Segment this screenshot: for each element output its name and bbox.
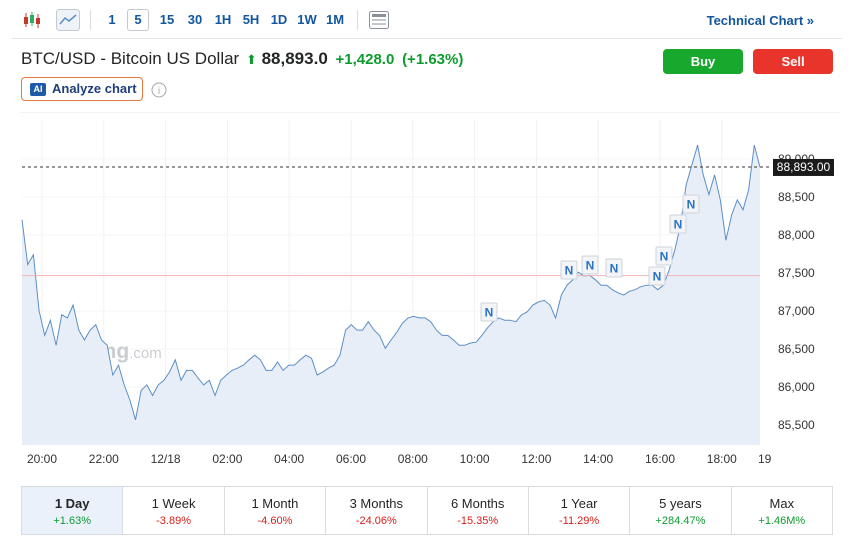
- interval-button[interactable]: 1M: [325, 12, 345, 27]
- news-marker: [682, 194, 700, 214]
- watermark-suffix: .com: [129, 345, 162, 362]
- interval-button[interactable]: 1D: [270, 12, 288, 27]
- interval-button[interactable]: 5: [127, 9, 149, 31]
- period-cell[interactable]: 1 Week -3.89%: [122, 487, 223, 534]
- period-label: 1 Month: [251, 496, 299, 511]
- period-cell[interactable]: 5 years +284.47%: [629, 487, 730, 534]
- divider: [357, 10, 358, 30]
- period-cell[interactable]: 1 Year -11.29%: [527, 487, 629, 534]
- ai-badge: AI: [30, 83, 46, 96]
- y-tick-label: 88,500: [778, 190, 815, 204]
- period-table: 1 Day +1.63% 1 Week -3.89% 1 Month -4.60% 3 Mo…: [21, 486, 833, 535]
- area-fill: [22, 145, 760, 445]
- technical-chart-link[interactable]: Technical Chart »: [706, 13, 814, 28]
- up-arrow: ⬆: [245, 52, 257, 67]
- x-tick-label: 18:00: [707, 452, 737, 466]
- period-change: -4.60%: [257, 515, 293, 527]
- y-tick-label: 86,500: [778, 342, 815, 356]
- period-change: -24.06%: [355, 515, 397, 527]
- info-icon[interactable]: i: [151, 82, 167, 98]
- period-label: Max: [769, 496, 795, 511]
- instrument-header: BTC/USD - Bitcoin US Dollar ⬆ 88,893.0 +…: [21, 49, 463, 69]
- y-tick-label: 88,000: [778, 228, 815, 242]
- news-marker-label: N: [687, 198, 696, 212]
- x-tick-label: 12/18: [151, 452, 181, 466]
- interval-button[interactable]: 1H: [214, 12, 232, 27]
- period-change: +1.46M%: [758, 515, 806, 527]
- news-marker-label: N: [610, 262, 619, 276]
- x-tick-label: 22:00: [89, 452, 119, 466]
- change: +1,428.0: [335, 51, 395, 68]
- period-label: 1 Day: [54, 496, 90, 511]
- current-price-label: 88,893.00: [777, 160, 831, 174]
- news-marker: [581, 255, 599, 275]
- price-chart: 20:00 22:00 12/18 02:00 04:00 06:00 08:00 10:00…: [20, 112, 840, 466]
- toolbar: 1 5 15 30 1H 5H 1D 1W 1M Technical Chart »: [12, 0, 842, 39]
- analyze-label: Analyze chart: [52, 81, 137, 96]
- x-tick-label: 19: [758, 452, 772, 466]
- area-icon[interactable]: [56, 9, 80, 31]
- period-label: 5 years: [659, 496, 702, 511]
- x-tick-label: 12:00: [521, 452, 551, 466]
- period-change: -15.35%: [457, 515, 499, 527]
- news-marker: [480, 302, 498, 322]
- y-tick-label: 87,500: [778, 266, 815, 280]
- x-tick-label: 16:00: [645, 452, 675, 466]
- current-price-box: [773, 158, 834, 176]
- buy-button[interactable]: Buy: [663, 49, 743, 74]
- interval-button[interactable]: 15: [159, 12, 175, 27]
- news-marker-label: N: [565, 264, 574, 278]
- x-tick-label: 04:00: [274, 452, 304, 466]
- y-tick-label: 87,000: [778, 304, 815, 318]
- y-tick-label: 86,000: [778, 380, 815, 394]
- period-cell[interactable]: 1 Day +1.63%: [22, 487, 123, 534]
- period-label: 3 Months: [349, 496, 404, 511]
- x-tick-label: 10:00: [460, 452, 490, 466]
- period-change: +284.47%: [655, 515, 706, 527]
- period-cell[interactable]: 6 Months -15.35%: [426, 487, 528, 534]
- svg-text:i: i: [158, 86, 160, 97]
- period-label: 6 Months: [450, 496, 505, 511]
- candles-icon[interactable]: [22, 10, 42, 30]
- x-tick-label: 20:00: [27, 452, 57, 466]
- news-marker: [669, 214, 687, 234]
- news-marker: [655, 246, 673, 266]
- news-marker-label: N: [586, 259, 595, 273]
- news-marker-label: N: [485, 306, 494, 320]
- divider: [90, 10, 91, 30]
- period-change: -11.29%: [558, 515, 600, 527]
- period-change: -3.89%: [156, 515, 191, 527]
- news-marker: [560, 260, 578, 280]
- sell-button[interactable]: Sell: [753, 49, 833, 74]
- interval-button[interactable]: 1: [108, 12, 116, 27]
- period-cell[interactable]: Max +1.46M%: [730, 487, 832, 534]
- analyze-button[interactable]: AI Analyze chart: [21, 77, 143, 101]
- instrument-name: BTC/USD - Bitcoin US Dollar: [21, 49, 240, 68]
- change-percent: (+1.63%): [402, 51, 464, 68]
- table-icon[interactable]: [369, 11, 389, 29]
- period-change: +1.63%: [53, 515, 91, 527]
- news-marker: [605, 258, 623, 278]
- x-tick-label: 06:00: [336, 452, 366, 466]
- interval-button[interactable]: 5H: [242, 12, 260, 27]
- y-tick-label: 85,500: [778, 418, 815, 432]
- news-marker-label: N: [653, 270, 662, 284]
- interval-button[interactable]: 1W: [297, 12, 317, 27]
- x-tick-label: 02:00: [212, 452, 242, 466]
- interval-button[interactable]: 30: [187, 12, 203, 27]
- period-label: 1 Week: [151, 496, 196, 511]
- period-cell[interactable]: 3 Months -24.06%: [325, 487, 426, 534]
- period-label: 1 Year: [560, 496, 598, 511]
- news-marker-label: N: [674, 218, 683, 232]
- period-cell[interactable]: 1 Month -4.60%: [223, 487, 325, 534]
- news-marker-label: N: [660, 250, 669, 264]
- price-line: [21, 144, 761, 421]
- x-tick-label: 08:00: [398, 452, 428, 466]
- price: 88,893.0: [261, 49, 328, 68]
- x-tick-label: 14:00: [583, 452, 613, 466]
- news-marker: [648, 266, 666, 286]
